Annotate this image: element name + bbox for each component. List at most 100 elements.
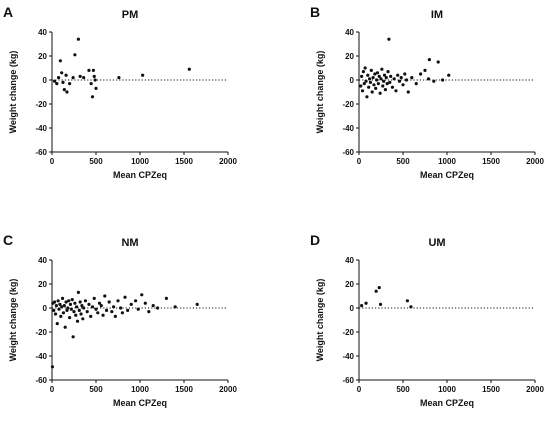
data-point (380, 67, 384, 71)
y-tick-label: 20 (38, 280, 47, 289)
data-point (116, 299, 120, 303)
y-tick-label: 40 (345, 256, 354, 265)
x-axis-title: Mean CPZeq (113, 398, 167, 408)
data-point (359, 84, 363, 88)
data-point (426, 77, 431, 81)
x-tick-label: 2000 (219, 385, 237, 394)
panel-title: PM (122, 9, 139, 21)
data-point (60, 296, 65, 300)
data-point (80, 304, 84, 308)
y-axis-title: Weight change (kg) (8, 279, 18, 362)
data-point (119, 306, 123, 310)
y-tick-label: 20 (38, 52, 47, 61)
data-point (406, 90, 410, 94)
data-point (69, 307, 73, 311)
data-point (409, 305, 413, 309)
data-point (360, 74, 364, 78)
data-point (129, 302, 133, 306)
data-point (382, 79, 386, 83)
data-point (362, 82, 366, 86)
data-point (67, 299, 71, 303)
data-point (68, 316, 72, 320)
x-tick-label: 0 (357, 157, 362, 166)
data-point (126, 308, 130, 312)
y-tick-label: 40 (345, 28, 354, 37)
x-tick-label: 2000 (526, 385, 544, 394)
data-point (414, 82, 418, 86)
data-point (71, 335, 75, 339)
data-point (92, 296, 96, 300)
x-tick-label: 500 (89, 385, 103, 394)
data-point (360, 89, 365, 93)
data-point (394, 89, 398, 93)
data-point (370, 90, 374, 94)
data-point (382, 73, 387, 77)
data-point (55, 82, 59, 86)
data-point (89, 314, 93, 318)
x-tick-label: 500 (396, 157, 410, 166)
y-tick-label: -20 (342, 100, 354, 109)
y-tick-label: -40 (35, 124, 47, 133)
panel-title: NM (121, 237, 138, 249)
data-point (82, 306, 86, 310)
data-point (147, 310, 151, 314)
data-point (436, 60, 440, 64)
data-point (76, 290, 80, 294)
data-point (101, 313, 105, 317)
y-tick-label: 20 (345, 52, 354, 61)
y-tick-label: -20 (35, 328, 47, 337)
data-point (423, 68, 427, 72)
y-axis-title: Weight change (kg) (315, 279, 325, 362)
data-point (64, 73, 68, 77)
x-tick-label: 0 (50, 157, 55, 166)
data-point (173, 305, 177, 309)
data-point (363, 66, 367, 70)
data-point (385, 82, 389, 86)
data-point (156, 306, 160, 310)
x-tick-label: 1500 (175, 157, 193, 166)
data-point (401, 83, 405, 87)
data-point (74, 313, 78, 317)
data-point (103, 294, 107, 298)
panel-letter: D (310, 232, 320, 248)
data-point (57, 76, 61, 80)
data-point (56, 299, 60, 303)
data-point (404, 78, 409, 82)
data-point (366, 73, 370, 77)
data-point (383, 88, 387, 92)
data-point (123, 295, 127, 299)
y-tick-label: 0 (350, 304, 355, 313)
data-point (141, 73, 145, 77)
data-point (372, 83, 376, 87)
x-tick-label: 2000 (219, 157, 237, 166)
y-tick-label: -20 (342, 328, 354, 337)
y-axis-title: Weight change (kg) (8, 51, 18, 134)
x-tick-label: 0 (50, 385, 55, 394)
x-tick-label: 500 (89, 157, 103, 166)
y-tick-label: 0 (43, 304, 48, 313)
data-point (71, 76, 75, 80)
y-tick-label: 40 (38, 28, 47, 37)
data-point (143, 301, 147, 305)
x-axis-title: Mean CPZeq (420, 170, 474, 180)
data-point (78, 300, 82, 304)
data-point (117, 76, 121, 80)
data-point (87, 68, 91, 72)
x-tick-label: 1000 (131, 385, 149, 394)
y-tick-label: -40 (342, 124, 354, 133)
panel-letter: A (3, 4, 13, 20)
x-axis-title: Mean CPZeq (420, 398, 474, 408)
data-point (364, 301, 368, 305)
data-point (378, 91, 382, 95)
data-point (75, 305, 79, 309)
y-tick-label: 20 (345, 280, 354, 289)
data-point (384, 76, 388, 80)
data-point (387, 37, 391, 41)
data-point (62, 88, 66, 92)
data-point (410, 76, 414, 80)
data-point (78, 74, 82, 78)
data-point (447, 73, 451, 77)
